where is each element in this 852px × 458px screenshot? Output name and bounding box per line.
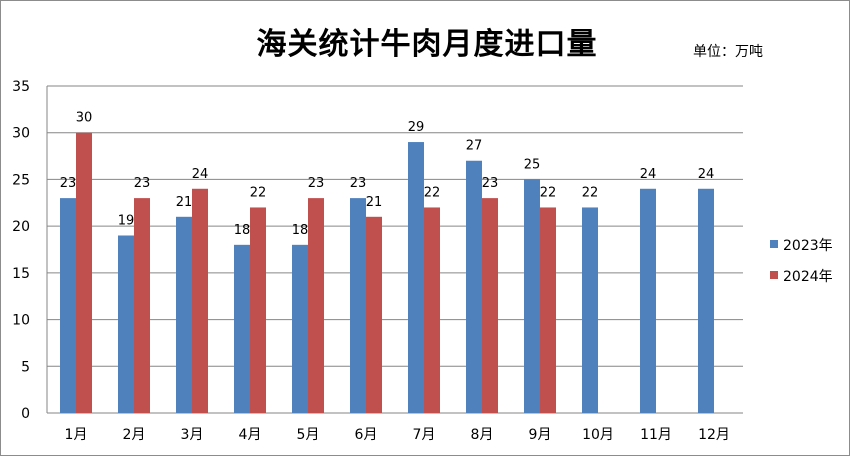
x-tick-label: 9月	[529, 427, 552, 443]
bar-2023年-4月	[234, 244, 250, 413]
legend-label: 2024年	[783, 269, 833, 285]
data-label: 22	[424, 185, 441, 200]
unit-label: 单位：万吨	[693, 44, 763, 60]
x-tick-label: 7月	[413, 427, 436, 443]
bar-2023年-7月	[408, 142, 424, 414]
bar-2023年-12月	[698, 188, 714, 413]
bars	[60, 132, 714, 414]
data-label: 24	[640, 167, 657, 182]
data-label: 22	[540, 185, 557, 200]
x-tick-label: 4月	[239, 427, 262, 443]
legend: 2023年 2024年	[770, 238, 833, 285]
y-tick-label: 5	[21, 359, 30, 375]
y-axis-ticks: 0 5 10 15 20 25 30 35	[12, 79, 30, 422]
data-label: 18	[234, 223, 251, 238]
bar-2023年-10月	[582, 207, 598, 413]
data-label: 23	[482, 176, 499, 191]
bar-2024年-3月	[192, 188, 208, 413]
data-labels: 23 30 19 23 21 24 18 22 18 23 23 21 29 22 27 23 25 22 22 24…	[60, 111, 715, 238]
data-label: 22	[250, 185, 267, 200]
y-tick-label: 0	[21, 406, 30, 422]
bar-2023年-3月	[176, 216, 192, 413]
y-tick-label: 20	[12, 219, 30, 235]
bar-2023年-6月	[350, 198, 366, 413]
data-label: 27	[466, 139, 483, 154]
data-label: 18	[292, 223, 309, 238]
y-tick-label: 10	[12, 313, 30, 329]
x-tick-label: 10月	[582, 427, 614, 443]
x-tick-label: 5月	[297, 427, 320, 443]
x-axis-ticks: 1月 2月 3月 4月 5月 6月 7月 8月 9月 10月 11月 12月	[65, 427, 730, 443]
legend-swatch	[770, 271, 778, 279]
legend-label: 2023年	[783, 238, 833, 254]
data-label: 19	[118, 213, 135, 228]
y-tick-label: 15	[12, 266, 30, 282]
chart-title: 海关统计牛肉月度进口量	[256, 27, 598, 62]
grid-lines	[46, 85, 743, 414]
bar-2024年-8月	[482, 198, 498, 413]
bar-2023年-5月	[292, 244, 308, 413]
x-tick-label: 11月	[640, 427, 672, 443]
data-label: 23	[308, 176, 325, 191]
data-label: 23	[350, 176, 367, 191]
x-tick-label: 1月	[65, 427, 88, 443]
x-tick-label: 8月	[471, 427, 494, 443]
x-tick-label: 2月	[123, 427, 146, 443]
data-label: 23	[60, 176, 77, 191]
y-tick-label: 30	[12, 126, 30, 142]
x-tick-label: 3月	[181, 427, 204, 443]
bar-2024年-5月	[308, 198, 324, 413]
bar-2024年-4月	[250, 207, 266, 413]
y-tick-label: 25	[12, 172, 30, 188]
bar-2023年-2月	[118, 235, 134, 413]
y-tick-label: 35	[12, 79, 30, 95]
data-label: 23	[134, 176, 151, 191]
legend-swatch	[770, 240, 778, 248]
bar-2023年-1月	[60, 198, 76, 413]
data-label: 21	[366, 195, 383, 210]
x-tick-label: 6月	[355, 427, 378, 443]
data-label: 30	[76, 111, 93, 126]
data-label: 22	[582, 185, 599, 200]
data-label: 24	[192, 167, 209, 182]
bar-2023年-11月	[640, 188, 656, 413]
data-label: 29	[408, 120, 425, 135]
data-label: 25	[524, 157, 541, 172]
bar-2023年-8月	[466, 160, 482, 413]
bar-2024年-7月	[424, 207, 440, 413]
bar-2023年-9月	[524, 179, 540, 413]
bar-2024年-9月	[540, 207, 556, 413]
bar-2024年-1月	[76, 132, 92, 413]
bar-2024年-6月	[366, 216, 382, 413]
data-label: 24	[698, 167, 715, 182]
data-label: 21	[176, 195, 193, 210]
x-tick-label: 12月	[698, 427, 730, 443]
bar-2024年-2月	[134, 198, 150, 413]
